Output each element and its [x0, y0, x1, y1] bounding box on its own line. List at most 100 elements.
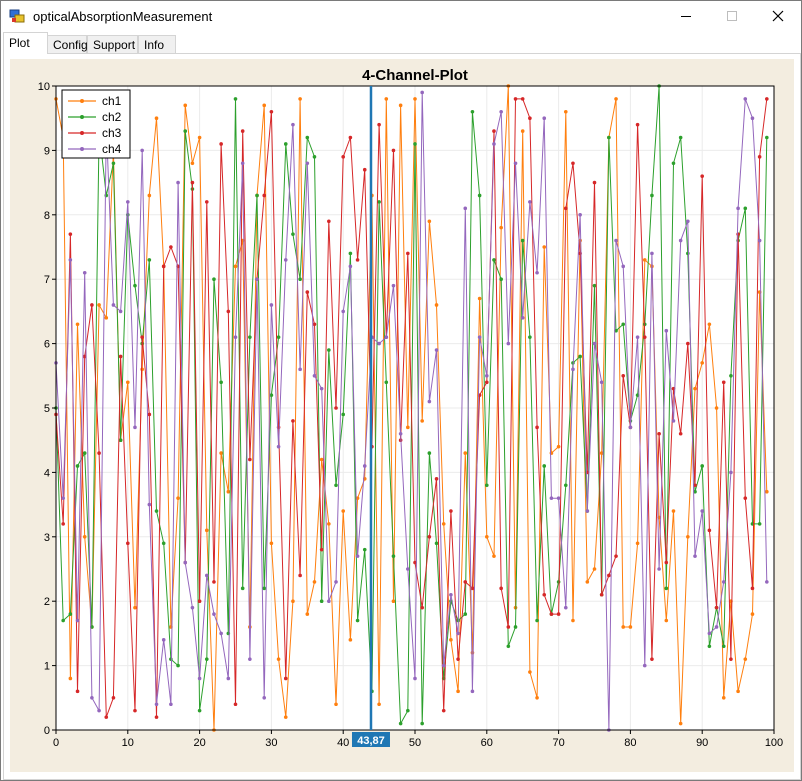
data-point-ch2[interactable]: [255, 193, 259, 198]
data-point-ch3[interactable]: [535, 425, 539, 430]
series-line-ch4[interactable]: [55, 91, 768, 731]
data-point-ch1[interactable]: [291, 599, 295, 603]
data-point-ch3[interactable]: [485, 380, 489, 385]
data-point-ch2[interactable]: [319, 599, 324, 603]
data-point-ch2[interactable]: [291, 232, 295, 236]
data-point-ch1[interactable]: [449, 638, 453, 642]
data-point-ch3[interactable]: [219, 142, 223, 146]
data-point-ch4[interactable]: [276, 444, 281, 449]
data-point-ch3[interactable]: [513, 97, 518, 101]
data-point-ch4[interactable]: [212, 612, 216, 616]
data-point-ch3[interactable]: [592, 180, 597, 185]
data-point-ch4[interactable]: [406, 567, 410, 571]
data-point-ch1[interactable]: [499, 225, 503, 230]
data-point-ch4[interactable]: [671, 419, 676, 423]
data-point-ch3[interactable]: [305, 290, 310, 294]
data-point-ch4[interactable]: [729, 470, 733, 475]
data-point-ch2[interactable]: [470, 109, 475, 114]
data-point-ch4[interactable]: [126, 200, 130, 204]
data-point-ch2[interactable]: [183, 129, 188, 133]
data-point-ch3[interactable]: [75, 689, 80, 694]
data-point-ch4[interactable]: [154, 702, 159, 707]
data-point-ch1[interactable]: [262, 103, 267, 108]
data-point-ch2[interactable]: [133, 283, 137, 288]
data-point-ch2[interactable]: [82, 451, 87, 455]
data-point-ch3[interactable]: [463, 580, 468, 584]
data-point-ch3[interactable]: [528, 116, 532, 120]
data-point-ch4[interactable]: [657, 567, 661, 571]
data-point-ch1[interactable]: [693, 386, 697, 391]
data-point-ch3[interactable]: [233, 702, 238, 707]
data-point-ch2[interactable]: [650, 193, 654, 198]
data-point-ch2[interactable]: [75, 464, 80, 468]
data-point-ch2[interactable]: [169, 657, 173, 661]
data-point-ch2[interactable]: [542, 464, 547, 468]
data-point-ch3[interactable]: [197, 599, 202, 603]
data-point-ch4[interactable]: [750, 116, 755, 120]
data-point-ch2[interactable]: [563, 483, 568, 488]
data-point-ch2[interactable]: [341, 412, 346, 417]
data-point-ch1[interactable]: [176, 496, 180, 500]
data-point-ch2[interactable]: [535, 618, 539, 623]
data-point-ch4[interactable]: [506, 341, 511, 346]
data-point-ch3[interactable]: [348, 135, 353, 140]
data-point-ch3[interactable]: [298, 573, 302, 578]
data-point-ch1[interactable]: [413, 97, 417, 101]
data-point-ch4[interactable]: [456, 631, 460, 636]
data-point-ch4[interactable]: [528, 200, 532, 204]
data-point-ch4[interactable]: [384, 335, 389, 339]
data-point-ch3[interactable]: [714, 605, 719, 610]
minimize-button[interactable]: [663, 1, 709, 31]
data-point-ch3[interactable]: [729, 657, 733, 661]
data-point-ch4[interactable]: [190, 605, 195, 610]
data-point-ch1[interactable]: [104, 316, 109, 320]
data-point-ch3[interactable]: [614, 554, 618, 558]
data-point-ch3[interactable]: [427, 535, 432, 539]
data-point-ch2[interactable]: [528, 335, 532, 339]
data-point-ch4[interactable]: [248, 657, 252, 661]
data-point-ch1[interactable]: [678, 721, 683, 726]
data-point-ch2[interactable]: [434, 541, 439, 546]
data-point-ch4[interactable]: [327, 599, 331, 603]
data-point-ch4[interactable]: [492, 142, 496, 146]
data-point-ch3[interactable]: [765, 97, 769, 101]
data-point-ch2[interactable]: [384, 380, 389, 385]
data-point-ch3[interactable]: [406, 251, 410, 256]
data-point-ch4[interactable]: [161, 638, 166, 642]
data-point-ch1[interactable]: [68, 676, 73, 681]
tab-plot[interactable]: Plot: [3, 32, 48, 54]
data-point-ch1[interactable]: [334, 702, 338, 707]
data-point-ch4[interactable]: [556, 496, 561, 500]
data-point-ch4[interactable]: [520, 316, 525, 320]
data-point-ch4[interactable]: [204, 573, 209, 578]
tab-support[interactable]: Support: [87, 35, 138, 53]
data-point-ch3[interactable]: [549, 612, 554, 616]
data-point-ch2[interactable]: [391, 554, 396, 558]
data-point-ch4[interactable]: [714, 625, 719, 629]
data-point-ch4[interactable]: [563, 605, 568, 610]
data-point-ch4[interactable]: [169, 702, 173, 707]
data-point-ch3[interactable]: [126, 541, 130, 546]
data-point-ch3[interactable]: [743, 496, 748, 500]
data-point-ch4[interactable]: [736, 206, 740, 211]
data-point-ch4[interactable]: [255, 277, 259, 281]
data-point-ch4[interactable]: [90, 696, 94, 700]
data-point-ch1[interactable]: [485, 535, 489, 539]
data-point-ch4[interactable]: [319, 386, 324, 391]
data-point-ch1[interactable]: [82, 535, 87, 539]
data-point-ch2[interactable]: [118, 438, 123, 443]
data-point-ch1[interactable]: [427, 219, 432, 224]
data-point-ch4[interactable]: [427, 399, 432, 404]
data-point-ch3[interactable]: [650, 657, 654, 661]
data-point-ch3[interactable]: [563, 206, 568, 211]
data-point-ch1[interactable]: [528, 670, 532, 674]
data-point-ch2[interactable]: [233, 97, 238, 101]
data-point-ch4[interactable]: [183, 560, 188, 565]
data-point-ch4[interactable]: [477, 335, 482, 339]
data-point-ch2[interactable]: [477, 193, 482, 198]
data-point-ch4[interactable]: [650, 251, 654, 256]
data-point-ch2[interactable]: [492, 258, 496, 262]
data-point-ch1[interactable]: [542, 245, 547, 249]
data-point-ch3[interactable]: [599, 592, 604, 597]
data-point-ch1[interactable]: [686, 535, 690, 539]
